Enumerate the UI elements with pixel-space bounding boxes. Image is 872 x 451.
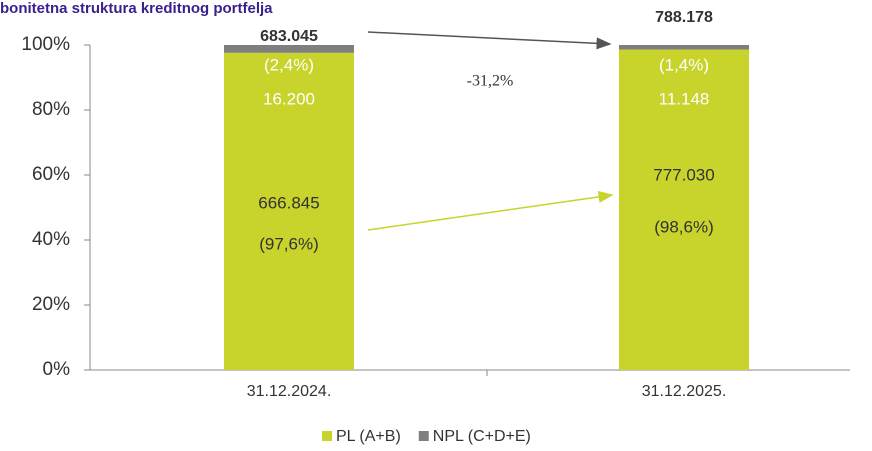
annotation: -31,2% [467, 73, 514, 90]
value-label: (2,4%) [264, 55, 314, 74]
y-tick-label: 0% [43, 359, 71, 380]
chart-title: bonitetna struktura kreditnog portfelja [0, 0, 273, 17]
legend-label: PL (A+B) [336, 428, 401, 445]
y-tick-label: 20% [32, 294, 70, 315]
x-tick-label: 31.12.2024. [247, 383, 332, 400]
y-tick-label: 60% [32, 164, 70, 185]
value-label: (1,4%) [659, 55, 709, 74]
amount-label: 777.030 [653, 165, 714, 184]
bar-segment [224, 52, 354, 371]
y-tick-label: 40% [32, 229, 70, 250]
x-tick-label: 31.12.2025. [642, 383, 727, 400]
bar-segment [619, 49, 749, 371]
value-label: (98,6%) [654, 217, 714, 236]
legend-swatch [322, 431, 332, 441]
amount-label: 16.200 [263, 89, 315, 108]
bar-segment [224, 45, 354, 53]
bar-segment [619, 45, 749, 50]
legend-swatch [418, 431, 429, 441]
value-label: (97,6%) [259, 234, 319, 253]
arrow [367, 190, 614, 231]
total-label: 683.045 [260, 28, 318, 45]
y-tick-label: 80% [32, 99, 70, 120]
legend-label: NPL (C+D+E) [433, 428, 531, 445]
amount-label: 11.148 [659, 89, 710, 108]
arrow [367, 31, 612, 50]
total-label: 788.178 [655, 9, 713, 26]
y-tick-label: 100% [21, 34, 70, 55]
amount-label: 666.845 [258, 193, 319, 212]
